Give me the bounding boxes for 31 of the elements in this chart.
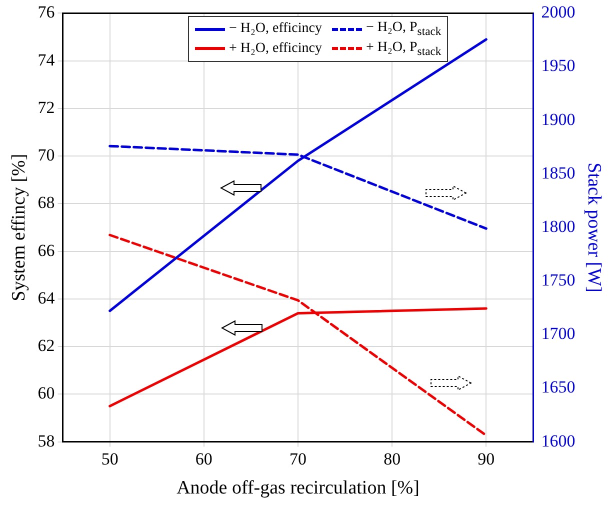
y-tick-label: 72 [38,98,55,117]
y2-tick-label: 1900 [541,110,576,129]
y2-tick-label: 1850 [541,163,576,182]
y-tick-label: 58 [38,431,55,450]
legend-label: + H₂O, P$_{stack}$ [366,40,442,58]
x-axis-title: Anode off-gas recirculation [%] [176,478,420,499]
y2-tick-label: 1950 [541,56,576,76]
x-tick-label: 90 [478,449,495,468]
y-axis-title: System effincy [%] [8,154,30,302]
y2-tick-label: 1750 [541,270,576,290]
y-tick-label: 64 [38,288,56,308]
y-tick-label: 62 [38,336,55,356]
y-tick-label: 74 [38,50,56,70]
y2-tick-label: 1650 [541,378,576,397]
x-tick-label: 50 [101,449,118,468]
x-tick-label: 60 [195,449,212,468]
y-tick-label: 76 [38,2,55,22]
y2-tick-label: 1800 [541,216,576,236]
y-tick-label: 60 [38,384,55,403]
y2-tick-label: 1700 [541,324,576,344]
y-tick-label: 66 [38,240,55,260]
y2-axis-title: Stack power [W] [584,162,605,292]
y2-tick-label: 1600 [541,431,576,450]
y-tick-label: 70 [38,146,55,165]
y-tick-label: 68 [38,193,55,212]
y2-tick-label: 2000 [541,2,576,22]
legend-label: − H₂O, P$_{stack}$ [366,20,442,38]
x-tick-label: 80 [384,449,401,468]
legend-label: − H₂O, efficincy [229,21,322,38]
legend-label: + H₂O, efficincy [229,40,322,57]
x-tick-label: 70 [290,449,306,468]
